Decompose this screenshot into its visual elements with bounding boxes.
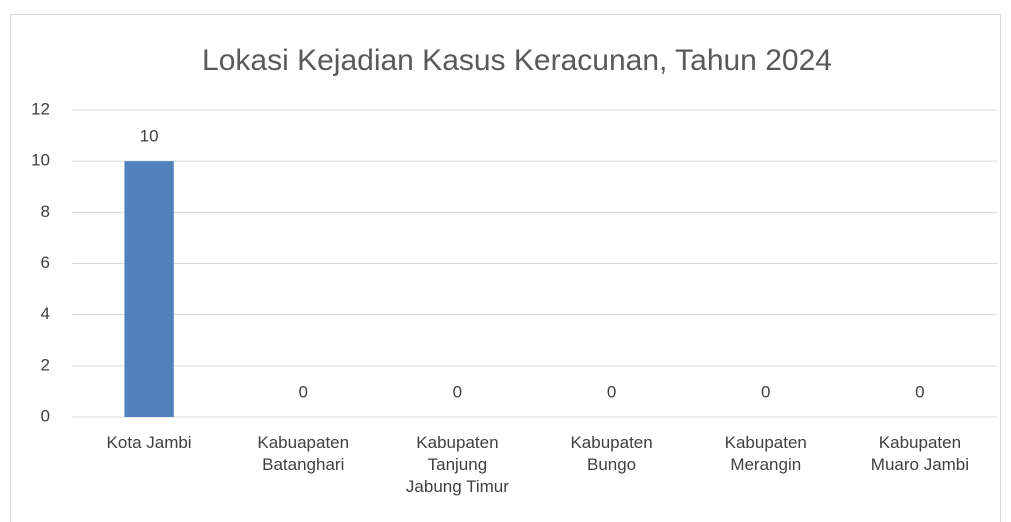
x-tick-label-line: Kabuapaten	[257, 433, 349, 452]
x-tick-label-line: Bungo	[587, 455, 636, 474]
y-tick-label: 10	[31, 151, 50, 170]
x-tick-label: Kota Jambi	[107, 433, 192, 452]
x-tick-label-line: Batanghari	[262, 455, 344, 474]
data-label: 10	[140, 127, 159, 146]
x-tick-label: Kabupaten Muaro Jambi	[871, 433, 969, 474]
data-label: 0	[299, 382, 308, 401]
data-label: 0	[761, 382, 770, 401]
x-tick-label: Kabupaten Tanjung Jabung Timur	[406, 433, 509, 496]
x-tick-label-line: Kabupaten	[879, 433, 961, 452]
bar	[124, 161, 174, 417]
x-tick-label: Kabuapaten Batanghari	[257, 433, 349, 474]
x-tick-label: Kabupaten Merangin	[725, 433, 807, 474]
y-tick-label: 6	[41, 253, 50, 272]
chart-title: Lokasi Kejadian Kasus Keracunan, Tahun 2…	[202, 44, 832, 77]
data-label: 0	[915, 382, 924, 401]
chart-border	[10, 14, 1001, 522]
y-tick-label: 2	[41, 355, 50, 374]
x-tick-label-line: Merangin	[730, 455, 801, 474]
x-tick-label-line: Kabupaten	[416, 433, 498, 452]
x-tick-label-line: Kabupaten	[570, 433, 652, 452]
x-tick-label-line: Kota Jambi	[107, 433, 192, 452]
data-label: 0	[453, 382, 462, 401]
x-tick-label-line: Tanjung	[428, 455, 488, 474]
y-tick-label: 0	[41, 406, 50, 425]
x-tick-label-line: Muaro Jambi	[871, 455, 969, 474]
y-tick-label: 8	[41, 202, 50, 221]
y-tick-label: 12	[31, 99, 50, 118]
x-tick-label: Kabupaten Bungo	[570, 433, 652, 474]
x-tick-label-line: Kabupaten	[725, 433, 807, 452]
x-tick-label-line: Jabung Timur	[406, 477, 509, 496]
data-label: 0	[607, 382, 616, 401]
y-tick-label: 4	[41, 304, 50, 323]
